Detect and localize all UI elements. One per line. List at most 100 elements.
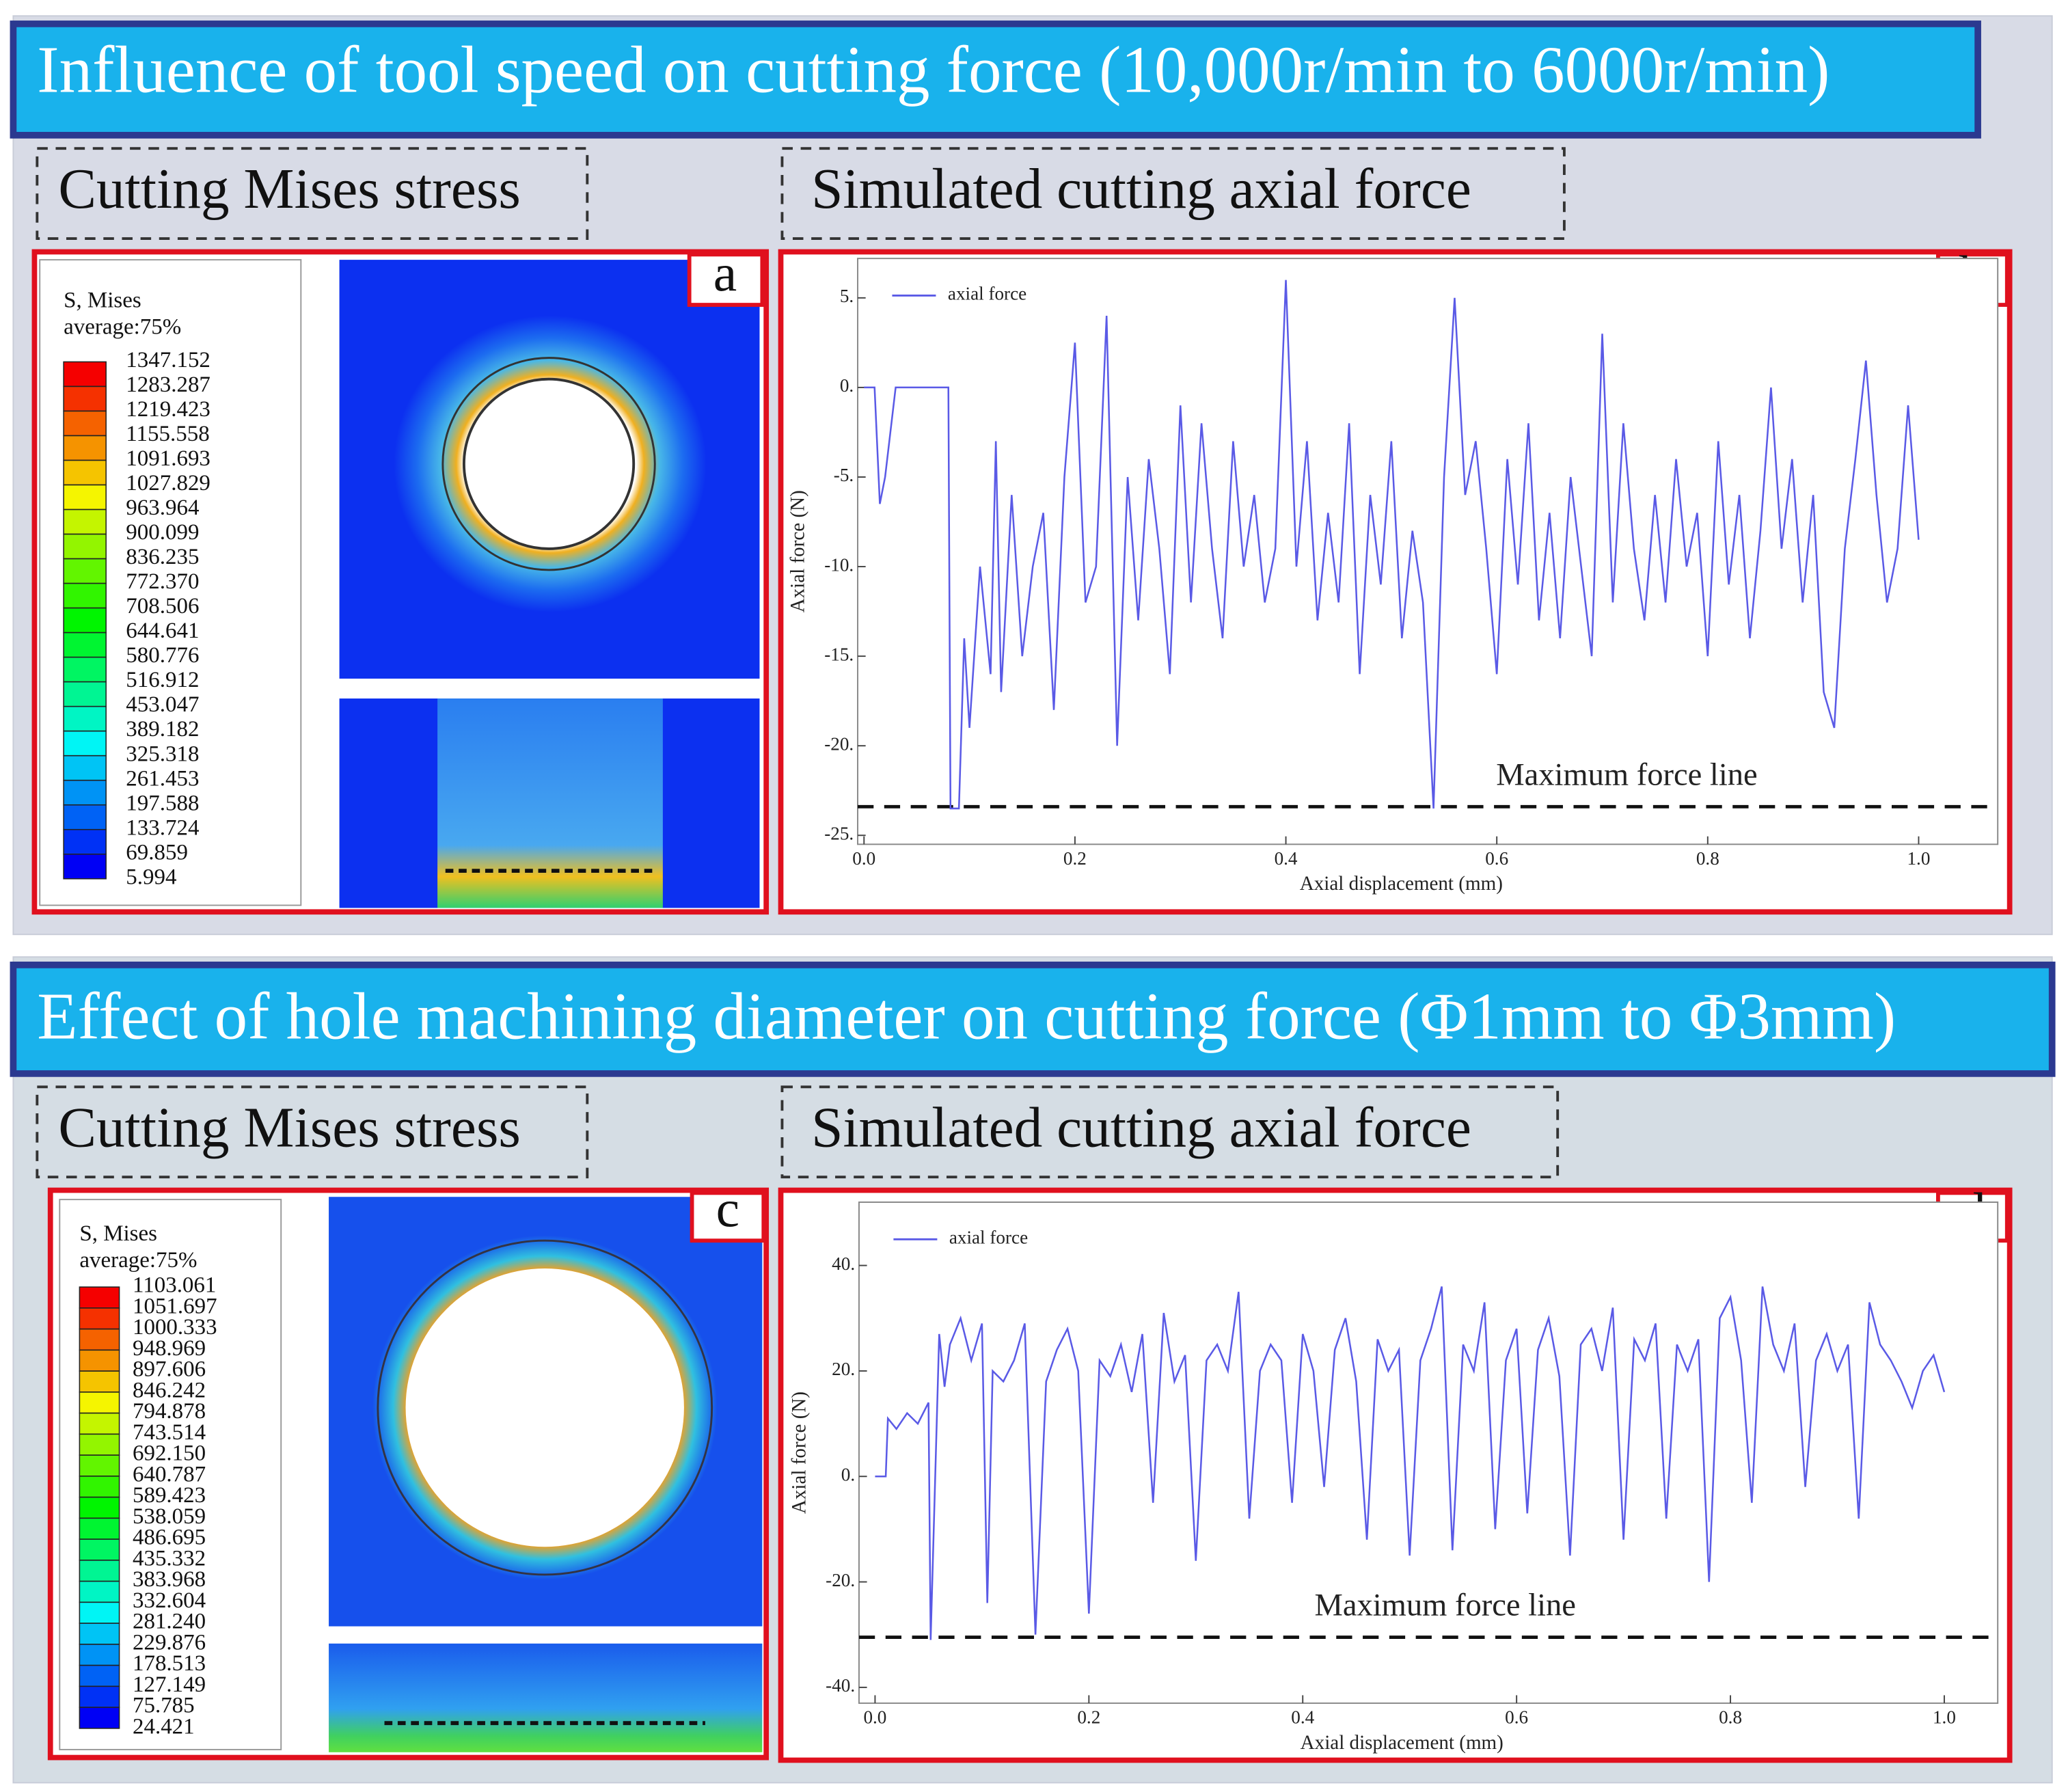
- title-bar: [10, 21, 1981, 139]
- colorbar-swatch: [79, 1454, 120, 1477]
- colorbar-label: 772.370: [126, 569, 199, 594]
- section-label: Cutting Mises stress: [58, 158, 521, 221]
- label-box: [36, 1085, 589, 1179]
- colorbar-swatch: [79, 1664, 120, 1687]
- colorbar-label: 589.423: [133, 1483, 206, 1508]
- colorbar-swatch: [79, 1496, 120, 1519]
- colorbar-label: 708.506: [126, 594, 199, 619]
- colorbar-label: 24.421: [133, 1714, 195, 1739]
- colorbar-swatch: [63, 508, 107, 535]
- colorbar-label: 963.964: [126, 495, 199, 520]
- colorbar-swatch: [79, 1286, 120, 1309]
- colorbar-swatch: [63, 828, 107, 855]
- y-tick-label: -20.: [824, 733, 854, 754]
- colorbar-label: 1027.829: [126, 471, 210, 495]
- y-tick-label: 40.: [832, 1253, 855, 1274]
- y-tick-label: 5.: [840, 286, 854, 306]
- x-tick-label: 0.0: [863, 1707, 886, 1728]
- panel-title: Influence of tool speed on cutting force…: [37, 33, 1829, 107]
- colorbar-swatch: [63, 853, 107, 880]
- colorbar-label: 281.240: [133, 1610, 206, 1634]
- colorbar-label: 1283.287: [126, 372, 210, 397]
- series-line: [864, 280, 1920, 810]
- colorbar-label: 75.785: [133, 1694, 195, 1718]
- colorbar-swatch: [79, 1601, 120, 1624]
- colorbar-swatch: [63, 435, 107, 461]
- colorbar-swatch: [79, 1580, 120, 1603]
- colorbar-swatch: [63, 558, 107, 584]
- colorbar-swatch: [63, 804, 107, 830]
- x-tick-label: 0.8: [1719, 1707, 1742, 1728]
- colorbar-swatch: [63, 681, 107, 707]
- colorbar-swatch: [63, 632, 107, 658]
- colorbar-label: 127.149: [133, 1672, 206, 1697]
- colorbar-label: 332.604: [133, 1588, 206, 1613]
- legend-label: axial force: [949, 1227, 1028, 1248]
- section-label: Cutting Mises stress: [58, 1096, 521, 1159]
- colorbar-swatch: [79, 1538, 120, 1561]
- colorbar-swatch: [63, 533, 107, 560]
- colorbar-label: 900.099: [126, 520, 199, 545]
- colorbar-swatch: [79, 1328, 120, 1351]
- y-tick-label: 0.: [841, 1464, 855, 1484]
- letter-box: [687, 252, 765, 307]
- y-tick-label: 0.: [840, 375, 854, 396]
- colorbar-swatch: [63, 361, 107, 388]
- colorbar-swatch: [79, 1391, 120, 1414]
- legend-label: axial force: [948, 284, 1026, 304]
- annotation: Maximum force line: [1314, 1588, 1576, 1623]
- stress-image-bottom: [329, 1643, 763, 1752]
- colorbar-label: 453.047: [126, 692, 199, 717]
- colorbar-label: 1155.558: [126, 422, 209, 446]
- colorbar-label: 644.641: [126, 619, 199, 643]
- y-tick-label: -40.: [826, 1675, 855, 1696]
- colorbar-label: 133.724: [126, 815, 199, 840]
- x-tick-label: 1.0: [1907, 848, 1930, 869]
- colorbar-label: 948.969: [133, 1336, 206, 1361]
- colorbar-swatch: [79, 1707, 120, 1729]
- x-tick-label: 0.4: [1291, 1707, 1314, 1728]
- x-tick-label: 0.2: [1077, 1707, 1100, 1728]
- colorbar-label: 383.968: [133, 1567, 206, 1592]
- colorbar-swatch: [79, 1433, 120, 1456]
- series-line: [875, 1286, 1946, 1640]
- colorbar-swatch: [79, 1685, 120, 1708]
- colorbar-label: 794.878: [133, 1399, 206, 1424]
- colorbar-label: 1347.152: [126, 348, 210, 372]
- hole-edge: [377, 1239, 713, 1576]
- x-axis-label: Axial displacement (mm): [1301, 1732, 1504, 1754]
- colorbar-title: S, Mises: [64, 288, 141, 313]
- title-bar: [10, 961, 2056, 1077]
- colorbar-swatch: [79, 1476, 120, 1498]
- y-tick-label: -10.: [824, 554, 854, 575]
- x-tick-label: 0.6: [1505, 1707, 1528, 1728]
- plot-area: [857, 258, 1999, 845]
- x-tick-label: 0.2: [1063, 848, 1087, 869]
- colorbar-label: 538.059: [133, 1504, 206, 1529]
- panel-letter: a: [713, 243, 737, 302]
- y-tick-label: -25.: [824, 823, 854, 843]
- colorbar-label: 1000.333: [133, 1315, 217, 1340]
- colorbar-swatch: [79, 1307, 120, 1330]
- colorbar-label: 897.606: [133, 1357, 206, 1382]
- colorbar-label: 486.695: [133, 1525, 206, 1550]
- colorbar-label: 692.150: [133, 1441, 206, 1466]
- label-box: [36, 147, 589, 241]
- colorbar-swatch: [79, 1349, 120, 1372]
- colorbar-swatch: [63, 755, 107, 781]
- y-tick-label: 20.: [832, 1359, 855, 1379]
- colorbar-label: 389.182: [126, 717, 199, 742]
- y-tick-label: -5.: [834, 465, 854, 485]
- colorbar-label: 1103.061: [133, 1273, 216, 1298]
- x-tick-label: 0.0: [852, 848, 875, 869]
- colorbar-subtitle: average:75%: [79, 1248, 197, 1273]
- x-tick-label: 0.6: [1485, 848, 1508, 869]
- colorbar-swatch: [79, 1560, 120, 1582]
- colorbar-label: 836.235: [126, 545, 199, 569]
- section-label: Simulated cutting axial force: [811, 1096, 1471, 1159]
- colorbar-label: 325.318: [126, 742, 199, 766]
- label-box: [780, 147, 1566, 241]
- colorbar-swatch: [63, 484, 107, 511]
